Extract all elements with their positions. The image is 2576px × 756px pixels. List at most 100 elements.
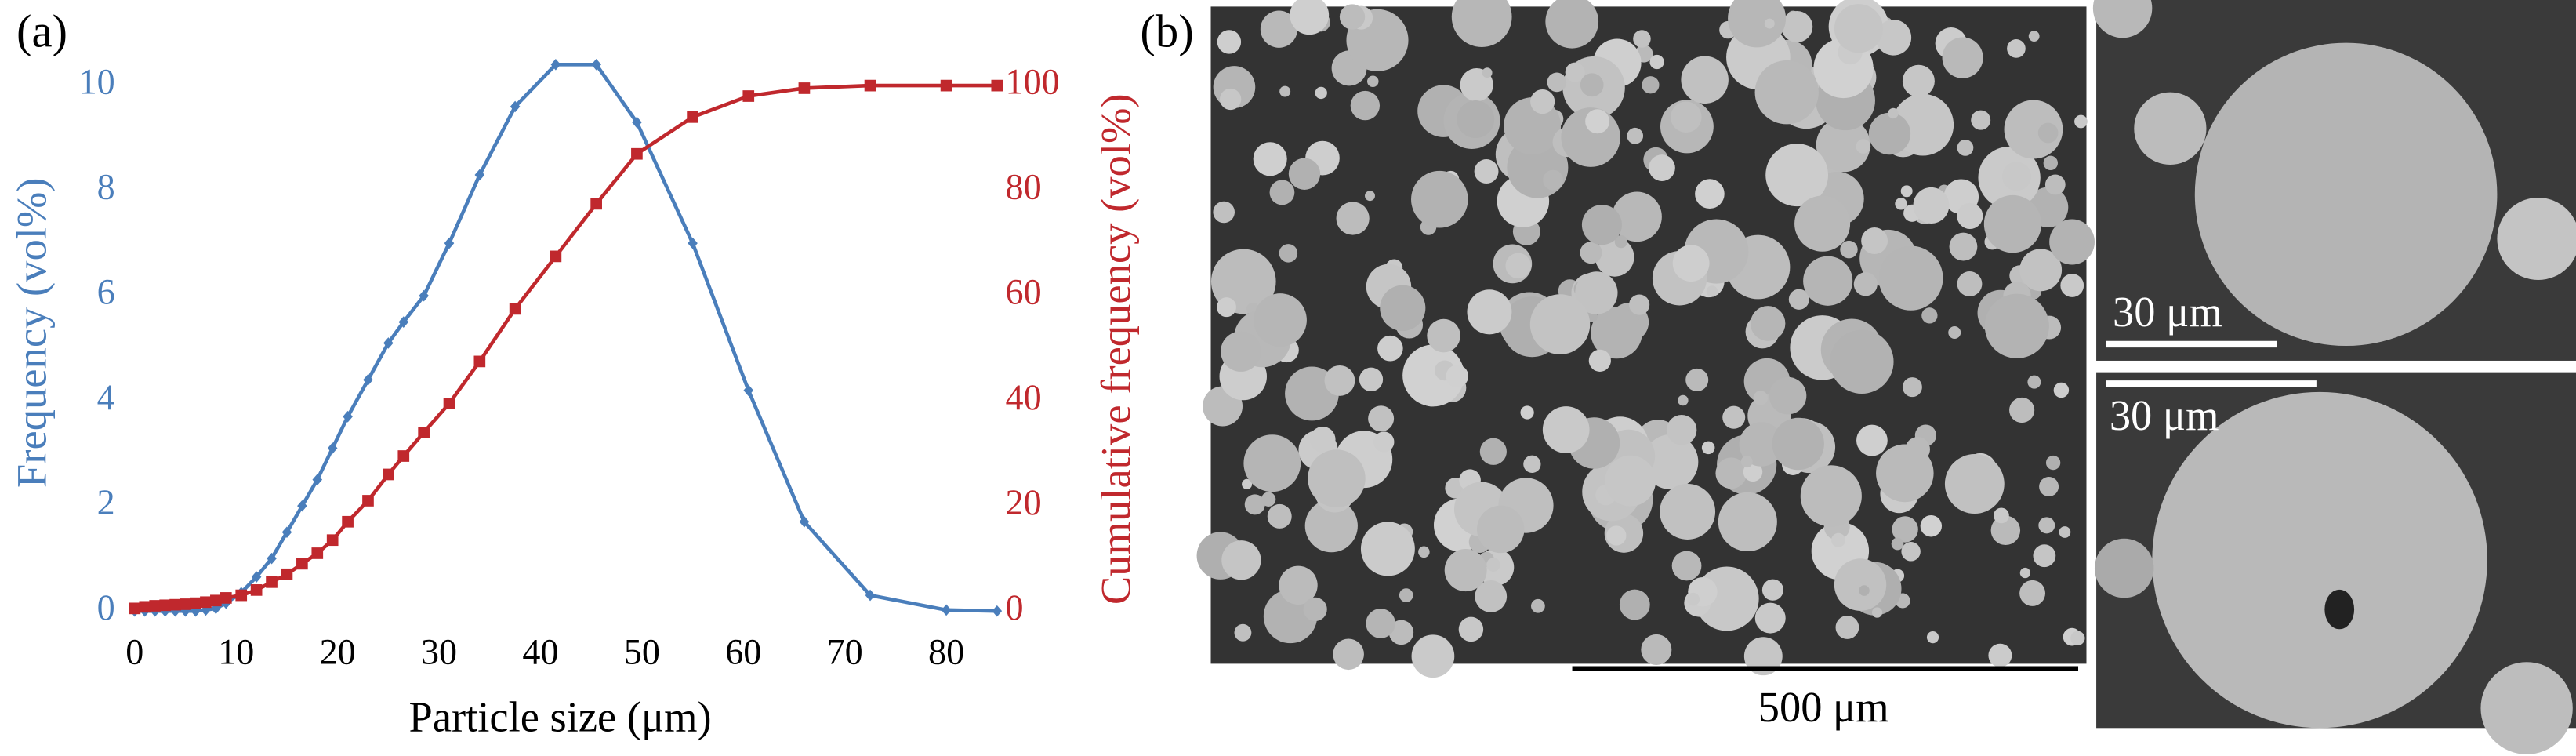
y-axis-label: Frequency (vol%) [8,177,56,488]
particle [1605,455,1656,507]
particle [1641,634,1672,666]
particle [1926,631,1939,644]
particle [1750,306,1786,341]
particle [2033,544,2056,568]
marker [266,576,278,588]
particle [1591,307,1642,359]
particle [1427,318,1460,353]
particle [1900,185,1913,198]
x-tick-label: 20 [320,631,356,671]
particle [2053,382,2070,398]
particle [1834,4,1883,53]
particle [1816,118,1870,173]
particle [1260,10,1298,48]
particle [2004,100,2063,159]
y2-tick-label: 20 [1006,482,1042,522]
y2-tick-label: 60 [1006,272,1042,312]
particle [2028,31,2040,42]
particle [2480,662,2573,754]
particle [1649,54,1664,70]
particle [1685,368,1709,391]
particle [1803,256,1853,306]
particle [1990,515,2021,546]
marker [397,450,410,462]
particle [2019,249,2063,292]
series-line [134,83,997,611]
particle [1451,0,1512,47]
marker [296,558,308,570]
marker [169,598,181,611]
marker [632,116,642,129]
y-tick-label: 10 [79,62,115,102]
particle [1957,139,1974,156]
particle [1365,191,1375,202]
particle [1529,294,1591,354]
particle [1220,88,1242,111]
particle [2039,476,2059,497]
marker [743,384,754,397]
particle [1695,179,1725,209]
particle [1580,242,1602,264]
particle [2044,174,2066,195]
particle [1769,376,1807,415]
marker [864,79,876,92]
particle [1920,514,1943,537]
marker [418,427,430,438]
marker [200,596,212,609]
particle [1543,169,1563,191]
particle [1290,0,1330,35]
particle [1581,205,1622,245]
marker [474,169,485,181]
particle [1446,365,1469,387]
particle [2009,397,2035,423]
particle [1595,237,1634,277]
particle [2497,198,2576,281]
y2-tick-label: 100 [1006,62,1060,102]
particle [2059,526,2071,538]
marker [591,58,601,71]
y2-axis-label: Cumulative frequency (vol%) [1092,93,1140,605]
particle [1643,434,1699,490]
marker [799,515,810,528]
particle [1856,139,1871,154]
particle [1853,272,1878,296]
marker [327,442,338,454]
particle [2019,580,2046,606]
particle [1772,417,1824,471]
particle [1715,457,1747,489]
x-tick-label: 60 [725,631,761,671]
particle [1366,609,1395,638]
particle [1878,245,1943,311]
x-tick-label: 30 [421,631,457,671]
particle [1279,565,1318,605]
particle [1666,415,1697,445]
particle [1339,4,1366,30]
particle [1482,67,1493,78]
y-tick-label: 2 [97,482,115,522]
particle [2134,92,2207,165]
scale-bar-label: 30 μm [2113,288,2222,336]
particle [1892,516,1918,543]
particle [1671,101,1702,133]
particle [2152,391,2487,729]
particle [1971,110,1991,130]
particle [1606,525,1627,546]
particle [2038,517,2055,534]
particle [1902,377,1922,398]
particle [1743,637,1783,676]
particle [1399,588,1413,602]
particle [1373,431,1395,453]
particle [1221,540,1261,580]
particle [1221,331,1261,372]
particle [1411,634,1455,678]
particle [1913,187,1950,224]
y-tick-label: 6 [97,272,115,312]
particle [1994,507,2009,524]
particle [1213,201,1235,224]
particle [2037,122,2059,144]
particle [1942,37,1983,78]
particle [2043,155,2058,171]
particle [1681,56,1729,104]
marker [139,601,151,613]
particle [1523,455,1541,474]
